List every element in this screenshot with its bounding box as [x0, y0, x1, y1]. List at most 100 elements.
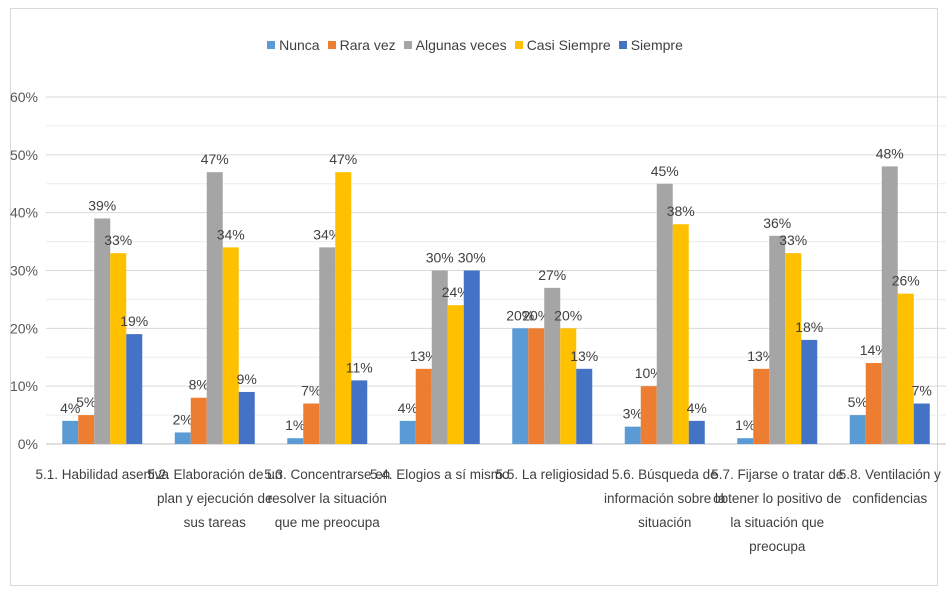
- bar: [110, 253, 127, 444]
- legend: Nunca Rara vez Algunas veces Casi Siempre Si…: [0, 36, 950, 53]
- bar: [560, 328, 577, 444]
- x-tick-label: 5.8. Ventilación y confidencias: [839, 467, 941, 506]
- bar: [624, 426, 641, 444]
- bar: [656, 183, 673, 444]
- data-label: 24%: [442, 284, 470, 300]
- bar: [399, 420, 416, 444]
- data-label: 19%: [120, 313, 148, 329]
- data-label: 8%: [189, 377, 209, 393]
- data-label: 36%: [763, 215, 791, 231]
- x-tick-label: 5.3. Concentrarse en resolver la situació…: [264, 467, 390, 530]
- y-tick-label: 60%: [10, 89, 38, 105]
- legend-item: Nunca: [267, 37, 320, 53]
- data-label: 13%: [747, 348, 775, 364]
- y-tick-label: 30%: [10, 263, 38, 279]
- legend-swatch: [618, 41, 627, 49]
- y-tick-label: 10%: [10, 378, 38, 394]
- y-tick-label: 50%: [10, 147, 38, 163]
- bar: [222, 247, 239, 444]
- data-label: 10%: [635, 365, 663, 381]
- x-tick-label-line: situación: [638, 515, 691, 530]
- data-label: 33%: [779, 232, 807, 248]
- legend-item: Siempre: [618, 37, 683, 53]
- x-tick-label: 5.4. Elogios a sí mismo: [370, 467, 510, 482]
- x-tick-label-line: 5.3. Concentrarse en: [264, 467, 390, 482]
- x-tick-label-line: información sobre la: [604, 491, 726, 506]
- legend-label: Casi Siempre: [526, 37, 611, 53]
- x-tick-label: 5.2. Elaboración de un plan y ejecución d…: [147, 467, 282, 530]
- bar: [913, 403, 930, 444]
- x-tick-label-line: preocupa: [749, 539, 806, 554]
- bar: [544, 287, 561, 444]
- bar: [351, 380, 368, 444]
- data-label: 48%: [876, 145, 904, 161]
- bar: [238, 391, 255, 444]
- legend-swatch: [403, 41, 412, 49]
- bar: [801, 339, 818, 444]
- bar: [206, 172, 223, 444]
- bar: [319, 247, 336, 444]
- x-tick-label-line: obtener lo positivo de: [713, 491, 841, 506]
- bar: [672, 224, 689, 444]
- data-label: 9%: [237, 371, 257, 387]
- data-label: 33%: [104, 232, 132, 248]
- x-tick-label-line: 5.1. Habilidad asertiva: [35, 467, 169, 482]
- x-tick-label-line: 5.6. Búsqueda de: [612, 467, 718, 482]
- bar: [576, 368, 593, 444]
- data-label: 4%: [687, 400, 707, 416]
- bar: [897, 293, 914, 444]
- x-tick-label-line: sus tareas: [184, 515, 247, 530]
- bar: [415, 368, 432, 444]
- bar: [865, 363, 882, 444]
- data-label: 7%: [301, 383, 321, 399]
- legend-item: Casi Siempre: [514, 37, 611, 53]
- bar: [94, 218, 111, 444]
- data-label: 20%: [522, 307, 550, 323]
- data-label: 14%: [860, 342, 888, 358]
- data-label: 20%: [506, 307, 534, 323]
- legend-swatch: [327, 41, 336, 49]
- data-label: 2%: [173, 411, 193, 427]
- legend-label: Rara vez: [339, 37, 396, 53]
- bar: [640, 386, 657, 444]
- bar: [335, 172, 352, 444]
- data-label: 30%: [426, 250, 454, 266]
- legend-label: Nunca: [279, 37, 320, 53]
- legend-label: Siempre: [630, 37, 683, 53]
- data-label: 11%: [346, 359, 373, 375]
- legend-swatch: [267, 41, 276, 49]
- data-label: 45%: [651, 163, 679, 179]
- bar: [463, 270, 480, 444]
- x-tick-label: 5.6. Búsqueda de información sobre la situ…: [604, 467, 726, 530]
- bar: [62, 420, 79, 444]
- x-tick-label-line: confidencias: [852, 491, 927, 506]
- data-label: 34%: [217, 226, 245, 242]
- bar: [287, 438, 304, 444]
- x-tick-label-line: 5.7. Fijarse o tratar de: [711, 467, 843, 482]
- y-tick-label: 0%: [18, 436, 38, 452]
- bar: [881, 166, 898, 444]
- data-label: 7%: [912, 383, 932, 399]
- bar: [785, 253, 802, 444]
- x-tick-label-line: que me preocupa: [275, 515, 381, 530]
- data-label: 4%: [398, 400, 418, 416]
- x-tick-label: 5.7. Fijarse o tratar de obtener lo posit…: [711, 467, 843, 554]
- x-tick-label-line: 5.2. Elaboración de un: [147, 467, 282, 482]
- data-label: 5%: [76, 394, 96, 410]
- data-label: 47%: [329, 151, 357, 167]
- bar: [688, 420, 705, 444]
- data-label: 5%: [848, 394, 868, 410]
- bar: [753, 368, 770, 444]
- bar: [126, 334, 143, 444]
- x-tick-label-line: 5.8. Ventilación y: [839, 467, 941, 482]
- x-tick-label-line: la situación que: [730, 515, 824, 530]
- bar: [512, 328, 529, 444]
- data-label: 34%: [313, 226, 341, 242]
- data-label: 47%: [201, 151, 229, 167]
- data-label: 4%: [60, 400, 80, 416]
- legend-item: Algunas veces: [403, 37, 507, 53]
- bar: [737, 438, 754, 444]
- bar: [78, 415, 95, 444]
- legend-swatch: [514, 41, 523, 49]
